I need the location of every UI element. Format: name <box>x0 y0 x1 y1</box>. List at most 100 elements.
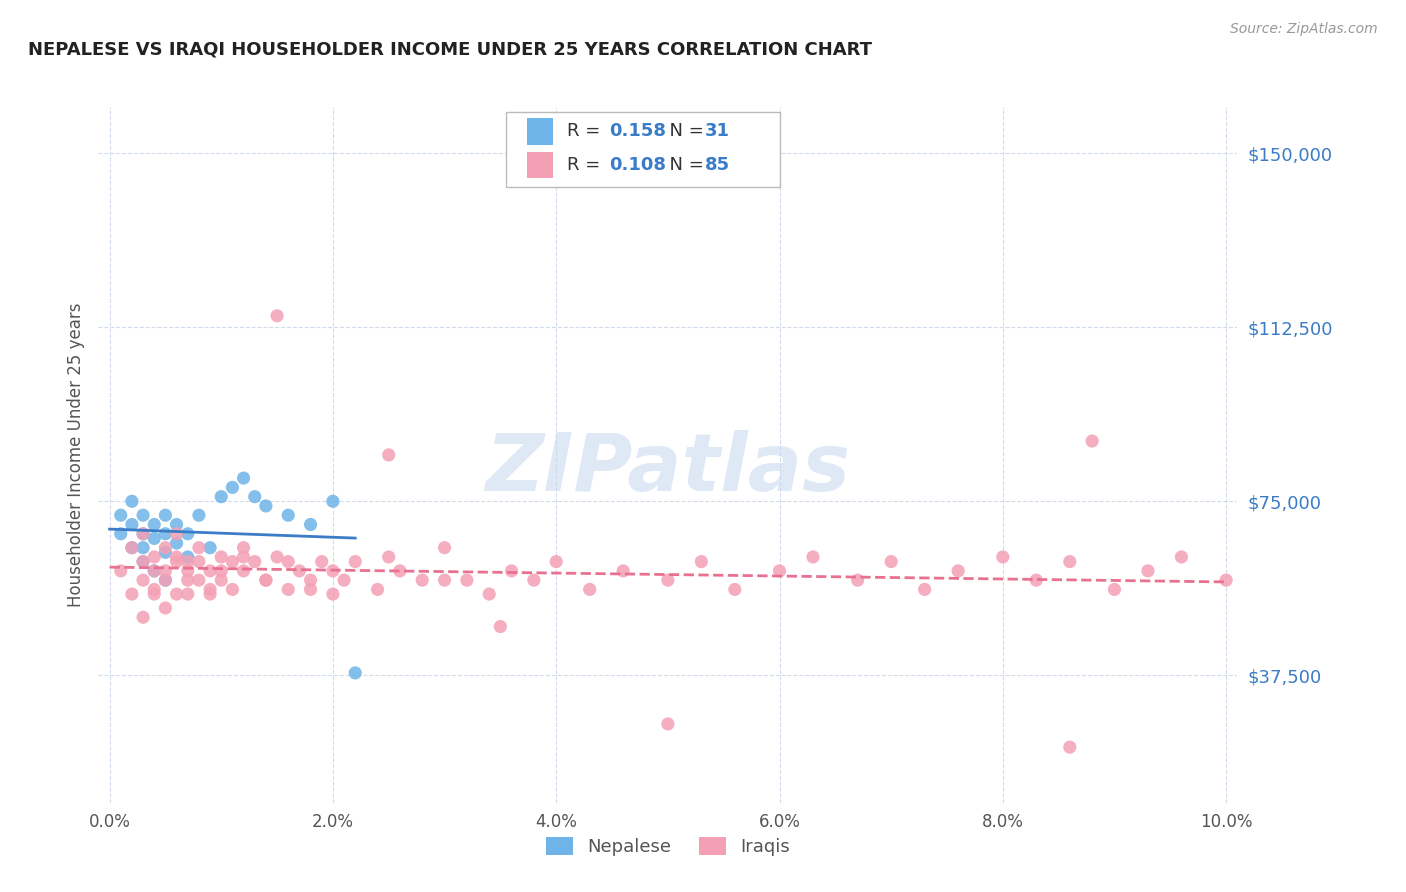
Point <box>724 582 747 597</box>
Point <box>187 541 209 555</box>
Point <box>456 573 478 587</box>
Point <box>254 499 277 513</box>
Point <box>388 564 411 578</box>
Point <box>187 555 209 569</box>
Point <box>914 582 936 597</box>
Point <box>277 555 299 569</box>
Point <box>768 564 790 578</box>
Point <box>198 564 221 578</box>
Point <box>187 508 209 523</box>
Point <box>132 610 155 624</box>
Point <box>177 526 200 541</box>
Point <box>277 582 299 597</box>
Point <box>299 582 322 597</box>
Point <box>266 309 288 323</box>
Point <box>1025 573 1047 587</box>
Point <box>132 555 155 569</box>
Point <box>155 564 177 578</box>
Point <box>143 532 166 546</box>
Point <box>121 587 143 601</box>
Point <box>288 564 311 578</box>
Point <box>166 549 188 564</box>
Point <box>166 517 188 532</box>
Point <box>311 555 333 569</box>
Text: ZIPatlas: ZIPatlas <box>485 430 851 508</box>
Point <box>1136 564 1159 578</box>
Point <box>657 573 679 587</box>
Text: 31: 31 <box>704 122 730 140</box>
Point <box>198 587 221 601</box>
Point <box>132 541 155 555</box>
Point <box>846 573 869 587</box>
Point <box>578 582 600 597</box>
Point <box>1081 434 1104 448</box>
Point <box>177 555 200 569</box>
Point <box>344 665 367 680</box>
Point <box>243 555 266 569</box>
Point <box>155 573 177 587</box>
Point <box>143 564 166 578</box>
Point <box>121 541 143 555</box>
Point <box>1059 555 1081 569</box>
Point <box>209 573 232 587</box>
Point <box>166 536 188 550</box>
Y-axis label: Householder Income Under 25 years: Householder Income Under 25 years <box>66 302 84 607</box>
Text: 0.158: 0.158 <box>609 122 666 140</box>
Point <box>121 494 143 508</box>
Point <box>946 564 969 578</box>
Text: N =: N = <box>658 156 710 174</box>
Point <box>155 508 177 523</box>
Point <box>322 587 344 601</box>
Point <box>243 490 266 504</box>
Point <box>322 494 344 508</box>
Point <box>299 517 322 532</box>
Point <box>523 573 546 587</box>
Point <box>254 573 277 587</box>
Point <box>1170 549 1192 564</box>
Point <box>377 448 399 462</box>
Point <box>155 526 177 541</box>
Point <box>221 582 243 597</box>
Text: Source: ZipAtlas.com: Source: ZipAtlas.com <box>1230 22 1378 37</box>
Point <box>110 526 132 541</box>
Point <box>177 573 200 587</box>
Point <box>143 587 166 601</box>
Point <box>367 582 389 597</box>
Point <box>489 619 512 633</box>
Point <box>344 555 367 569</box>
Legend: Nepalese, Iraqis: Nepalese, Iraqis <box>538 830 797 863</box>
Point <box>377 549 399 564</box>
Point <box>177 564 200 578</box>
Point <box>221 555 243 569</box>
Point <box>143 582 166 597</box>
Text: NEPALESE VS IRAQI HOUSEHOLDER INCOME UNDER 25 YEARS CORRELATION CHART: NEPALESE VS IRAQI HOUSEHOLDER INCOME UND… <box>28 40 872 58</box>
Text: 0.108: 0.108 <box>609 156 666 174</box>
Point <box>991 549 1014 564</box>
Point <box>232 549 254 564</box>
Point <box>132 526 155 541</box>
Point <box>155 545 177 559</box>
Point <box>177 549 200 564</box>
Point <box>209 564 232 578</box>
Point <box>155 541 177 555</box>
Point <box>132 555 155 569</box>
Point <box>612 564 634 578</box>
Point <box>198 582 221 597</box>
Point <box>232 564 254 578</box>
Point <box>143 564 166 578</box>
Point <box>657 717 679 731</box>
Text: R =: R = <box>567 156 606 174</box>
Point <box>132 526 155 541</box>
Point <box>155 573 177 587</box>
Point <box>277 508 299 523</box>
Point <box>166 526 188 541</box>
Point <box>690 555 713 569</box>
Text: N =: N = <box>658 122 710 140</box>
Point <box>143 517 166 532</box>
Text: 85: 85 <box>704 156 730 174</box>
Point <box>187 573 209 587</box>
Point <box>322 564 344 578</box>
Point <box>110 508 132 523</box>
Point <box>333 573 356 587</box>
Point <box>299 573 322 587</box>
